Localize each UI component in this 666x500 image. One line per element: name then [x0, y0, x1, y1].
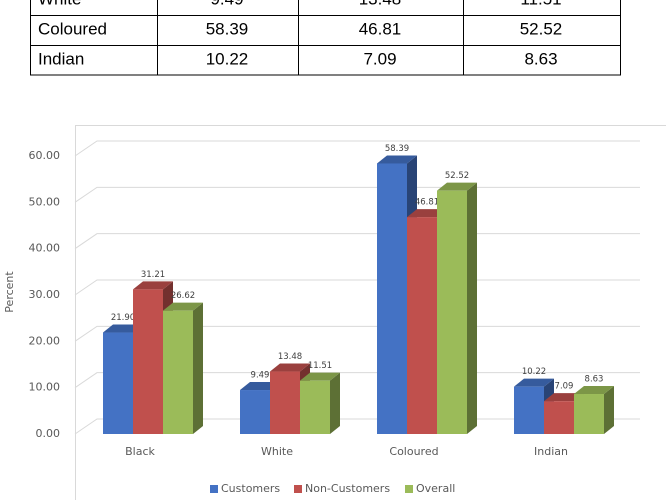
- bar-side: [330, 372, 340, 434]
- bar: [407, 217, 437, 434]
- table-frame: [30, 0, 621, 76]
- table-cell: 9.49: [210, 0, 243, 8]
- bar: [270, 371, 300, 434]
- bar-top: [514, 378, 554, 387]
- value-label: 9.49: [251, 371, 270, 381]
- y-tick-label: 50.00: [29, 195, 61, 208]
- bar-top: [270, 363, 310, 372]
- legend-label: Overall: [416, 482, 455, 495]
- table-cell: 58.39: [206, 19, 249, 38]
- bar-top: [300, 372, 340, 381]
- grid-line: [74, 186, 640, 203]
- bar: [103, 332, 133, 434]
- value-label: 11.51: [308, 361, 332, 371]
- bar: [544, 401, 574, 434]
- table-cell: Indian: [38, 49, 84, 68]
- table-cell: 8.63: [524, 49, 557, 68]
- table-border: [30, 0, 621, 76]
- table-cell: 7.09: [363, 49, 396, 68]
- y-tick-label: 40.00: [29, 242, 61, 255]
- table-cell: 46.81: [359, 19, 402, 38]
- value-label: 10.22: [522, 367, 546, 377]
- value-label: 7.09: [555, 382, 574, 392]
- grid-line: [74, 233, 640, 250]
- bar: [574, 394, 604, 434]
- value-label: 58.39: [385, 144, 409, 154]
- table-cell: 52.52: [520, 19, 563, 38]
- bar: [437, 190, 467, 434]
- value-label: 26.62: [171, 291, 195, 301]
- value-label: 21.90: [111, 313, 135, 323]
- bar-top: [437, 182, 477, 191]
- y-tick-label: 60.00: [29, 149, 61, 162]
- x-tick-label: Black: [125, 445, 155, 458]
- table-cell: 10.22: [206, 49, 249, 68]
- legend-swatch: [294, 485, 302, 493]
- bar: [240, 390, 270, 434]
- value-label: 31.21: [141, 270, 165, 280]
- bar-side: [467, 182, 477, 434]
- legend-swatch: [405, 485, 413, 493]
- bar-top: [133, 281, 173, 290]
- value-label: 13.48: [278, 352, 302, 362]
- legend-label: Customers: [221, 482, 280, 495]
- y-tick-label: 20.00: [29, 334, 61, 347]
- table-cell: White: [38, 0, 81, 8]
- value-label: 46.81: [415, 198, 439, 208]
- y-tick-label: 10.00: [29, 381, 61, 394]
- value-label: 52.52: [445, 171, 469, 181]
- bar: [163, 310, 193, 434]
- table-cell: 11.51: [520, 0, 561, 8]
- bar-top: [574, 386, 614, 395]
- y-axis-title: Percent: [3, 271, 16, 313]
- bar: [377, 163, 407, 435]
- value-label: 8.63: [585, 375, 604, 385]
- legend-swatch: [210, 485, 218, 493]
- x-tick-label: Coloured: [389, 445, 438, 458]
- chart-frame: [75, 125, 666, 500]
- bar-top: [163, 302, 203, 311]
- bar-side: [193, 302, 203, 434]
- grid-line: [74, 140, 640, 157]
- bar: [300, 380, 330, 434]
- x-tick-label: Indian: [534, 445, 568, 458]
- table-cell: 13.48: [359, 0, 402, 8]
- y-tick-label: 0.00: [36, 427, 61, 440]
- bar-top: [377, 155, 417, 164]
- bar-side: [604, 386, 614, 434]
- bar: [133, 289, 163, 434]
- x-tick-label: White: [261, 445, 293, 458]
- table-cell: Coloured: [38, 19, 107, 38]
- legend-label: Non-Customers: [305, 482, 390, 495]
- bar: [514, 386, 544, 434]
- y-tick-label: 30.00: [29, 288, 61, 301]
